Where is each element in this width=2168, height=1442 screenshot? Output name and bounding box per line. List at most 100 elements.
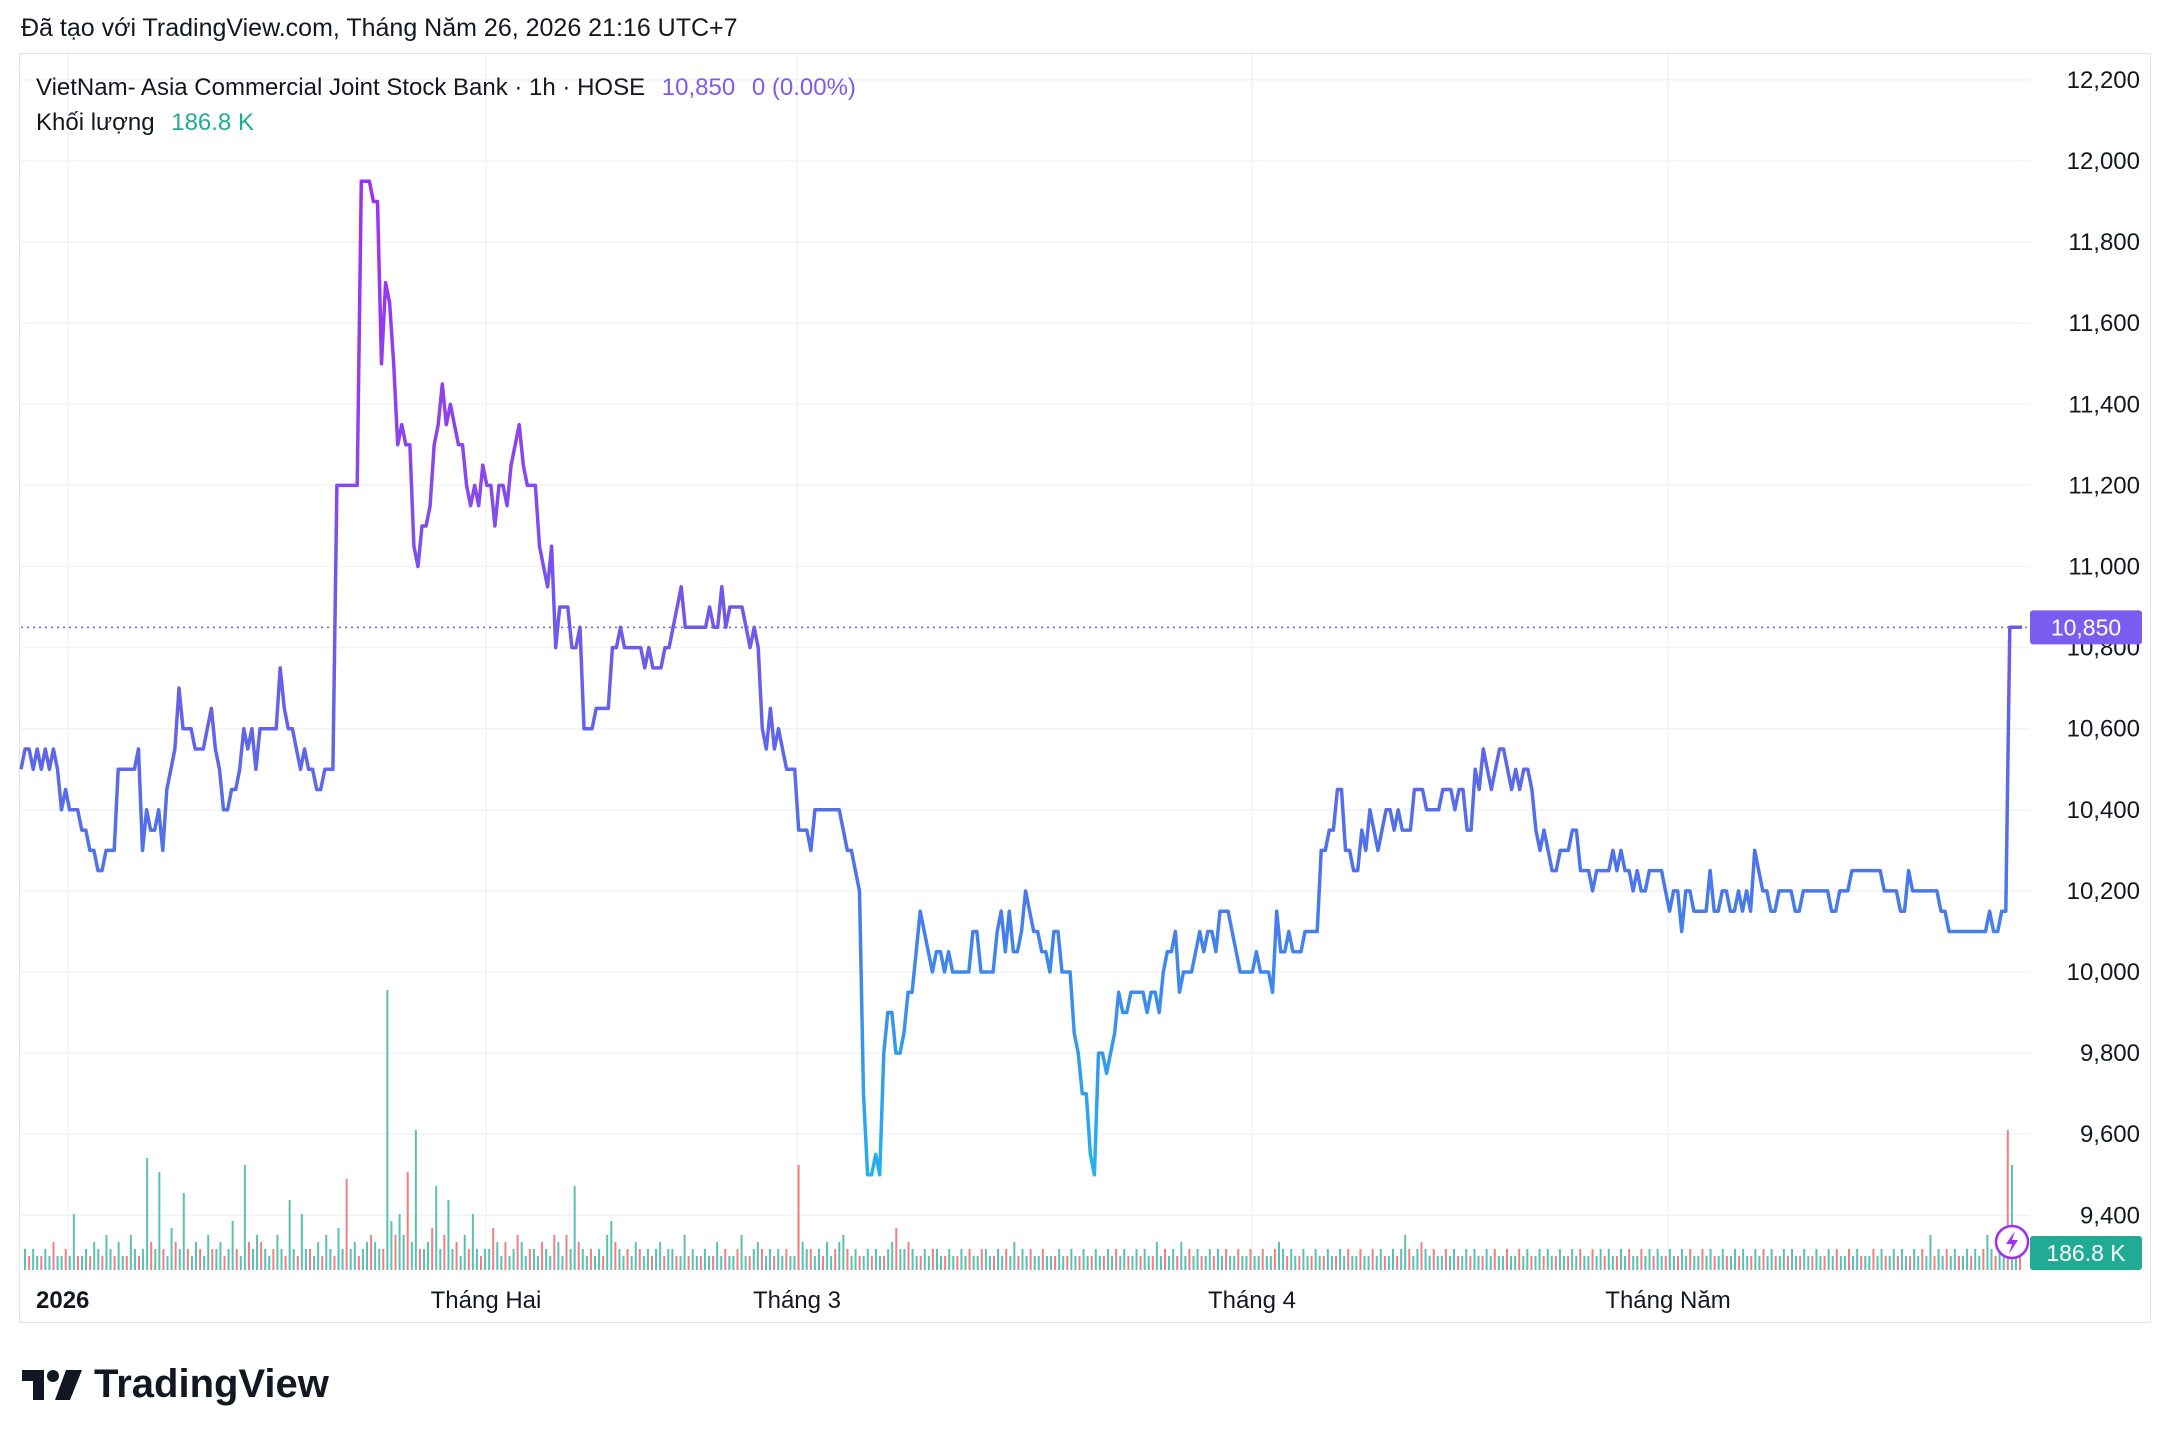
- volume-bar: [1913, 1249, 1916, 1270]
- volume-bar: [822, 1256, 824, 1270]
- volume-badge-label: 186.8 K: [2046, 1240, 2126, 1266]
- volume-bar: [341, 1249, 344, 1270]
- volume-bar: [895, 1228, 898, 1270]
- volume-bar: [1962, 1256, 1964, 1270]
- volume-bar: [585, 1256, 588, 1270]
- volume-bar: [683, 1235, 686, 1270]
- volume-bar: [1066, 1256, 1069, 1270]
- volume-bar: [1233, 1256, 1236, 1270]
- volume-bar: [272, 1249, 275, 1270]
- volume-bar: [1135, 1249, 1138, 1270]
- volume-bar: [1648, 1249, 1651, 1270]
- volume-bar: [1571, 1249, 1574, 1270]
- volume-bar: [1306, 1256, 1309, 1270]
- volume-bar: [121, 1256, 124, 1270]
- volume-bar: [471, 1214, 474, 1270]
- volume-bar: [557, 1242, 560, 1270]
- volume-bar: [659, 1242, 662, 1270]
- x-axis: 2026 Tháng Hai Tháng 3 Tháng 4 Tháng Năm: [36, 1287, 1731, 1314]
- volume-bar: [1090, 1256, 1093, 1270]
- volume-bar: [484, 1249, 487, 1270]
- volume-bar: [988, 1256, 991, 1270]
- volume-bar: [1457, 1256, 1460, 1270]
- volume-bar: [655, 1249, 658, 1270]
- volume-bar: [276, 1235, 279, 1270]
- volume-bar: [1326, 1249, 1329, 1270]
- volume-bar: [36, 1256, 39, 1270]
- volume-bar: [691, 1249, 694, 1270]
- volume-bar: [1212, 1256, 1215, 1270]
- volume-bar: [378, 1249, 381, 1270]
- volume-bar: [1709, 1249, 1712, 1270]
- volume-bar: [1082, 1249, 1085, 1270]
- volume-bar: [1693, 1256, 1696, 1270]
- volume-bar: [329, 1249, 332, 1270]
- volume-bar: [602, 1256, 605, 1270]
- volume-bar: [439, 1249, 442, 1270]
- volume-bar: [1351, 1256, 1354, 1270]
- last-price-value: 10,850: [661, 74, 736, 101]
- volume-bar: [1998, 1249, 2001, 1270]
- volume-bar: [333, 1256, 336, 1270]
- grid: [21, 54, 2030, 1270]
- price-badge-label: 10,850: [2051, 614, 2121, 640]
- volume-bar: [1750, 1256, 1753, 1270]
- volume-bar: [1974, 1249, 1977, 1270]
- volume-bar: [1428, 1256, 1431, 1270]
- volume-bar: [997, 1249, 1000, 1270]
- volume-bar: [1392, 1249, 1394, 1270]
- volume-bar: [752, 1249, 755, 1270]
- volume-bar: [1045, 1256, 1048, 1270]
- volume-bar: [936, 1249, 938, 1270]
- legend-volume-row: Khối lượng 186.8 K: [36, 105, 856, 140]
- volume-bar: [960, 1249, 963, 1270]
- volume-bar: [1481, 1256, 1484, 1270]
- volume-value: 186.8 K: [171, 109, 254, 136]
- volume-bar: [618, 1249, 621, 1270]
- volume-bar: [1970, 1256, 1973, 1270]
- volume-bar: [1314, 1249, 1317, 1270]
- volume-bar: [1062, 1256, 1065, 1270]
- y-tick-label: 10,000: [2067, 959, 2140, 986]
- volume-bar: [357, 1256, 360, 1270]
- volume-bar: [1595, 1256, 1598, 1270]
- volume-bar: [1534, 1256, 1537, 1270]
- volume-bar: [1603, 1256, 1606, 1270]
- volume-bar: [370, 1235, 373, 1270]
- symbol-name[interactable]: VietNam- Asia Commercial Joint Stock Ban…: [36, 74, 646, 101]
- lightning-icon[interactable]: [1994, 1224, 2030, 1260]
- volume-bar: [1001, 1256, 1004, 1270]
- volume-bar: [1868, 1256, 1871, 1270]
- volume-bar: [1249, 1249, 1252, 1270]
- volume-bar: [186, 1249, 189, 1270]
- volume-bar: [1269, 1256, 1272, 1270]
- volume-bar: [952, 1256, 955, 1270]
- volume-bar: [1713, 1256, 1716, 1270]
- volume-bar: [1677, 1256, 1679, 1270]
- volume-bar: [1078, 1256, 1081, 1270]
- y-tick-label: 11,800: [2068, 229, 2140, 256]
- volume-bar: [219, 1242, 222, 1270]
- volume-bar: [56, 1256, 59, 1270]
- volume-bar: [1245, 1256, 1248, 1270]
- volume-bar: [1330, 1256, 1333, 1270]
- volume-bar: [1831, 1256, 1834, 1270]
- volume-bar: [834, 1249, 837, 1270]
- volume-bar: [1791, 1249, 1793, 1270]
- volume-bar: [1107, 1249, 1109, 1270]
- volume-bar: [292, 1249, 295, 1270]
- volume-bar: [190, 1256, 193, 1270]
- volume-bar: [125, 1256, 128, 1270]
- volume-bar: [146, 1158, 149, 1270]
- volume-bar: [296, 1256, 299, 1270]
- volume-bar: [321, 1256, 324, 1270]
- volume-bar: [561, 1256, 564, 1270]
- volume-bar: [1803, 1249, 1806, 1270]
- volume-bar: [553, 1235, 556, 1270]
- volume-bar: [252, 1249, 254, 1270]
- tradingview-logo[interactable]: TradingView: [22, 1362, 329, 1407]
- volume-bar: [1400, 1249, 1403, 1270]
- volume-bar: [716, 1242, 719, 1270]
- volume-bar: [879, 1256, 881, 1270]
